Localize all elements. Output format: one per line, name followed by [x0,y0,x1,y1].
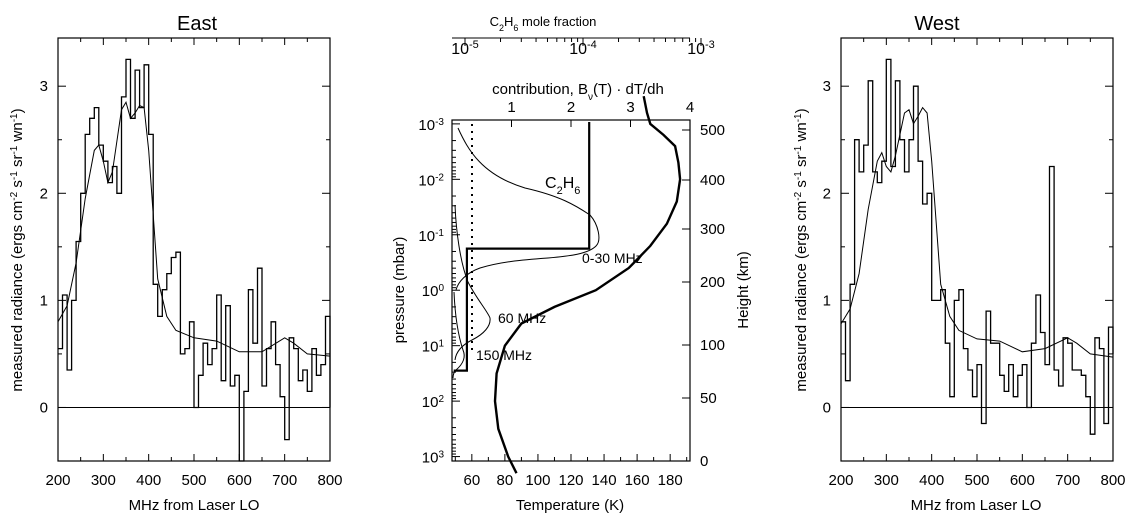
east-x-ticks: 200 300 400 500 600 700 800 [45,38,343,489]
c2h6-label: C2H6 [545,175,580,197]
mid-contrib-title: contribution, Bν(T) · dT/dh [492,81,664,103]
height-ticks: 0 50 100 200 300 400 500 [682,122,725,470]
west-panel: West MHz from Laser LO measured radiance… [793,13,1126,514]
mid-xlabel: Temperature (K) [516,497,624,514]
east-xlabel: MHz from Laser LO [129,497,260,514]
pressure-tick-label: 101 [422,338,445,356]
temperature-tick-label: 140 [592,472,617,489]
height-tick-label: 0 [700,453,708,470]
east-panel: East MHz from Laser LO measured radiance… [9,13,343,514]
mid-frame [451,119,691,462]
temperature-tick-label: 80 [497,472,514,489]
pressure-ticks: 10-3 10-2 10-1 100 101 102 103 [418,116,460,467]
pressure-tick-label: 10-2 [418,172,444,190]
west-title: West [914,13,960,35]
east-xtick-label: 700 [272,472,297,489]
middle-panel: C2H6 mole fraction 10-5 10-4 10-3 contribu… [391,14,752,514]
west-xtick-label: 600 [1010,472,1035,489]
west-ytick-label: 1 [823,292,831,309]
pressure-tick-label: 102 [422,394,445,412]
east-title: East [177,13,217,35]
contribution-0-30mhz [455,127,600,291]
east-xtick-label: 400 [136,472,161,489]
east-ytick-label: 2 [40,185,48,202]
height-tick-label: 200 [700,274,725,291]
west-xtick-label: 500 [964,472,989,489]
west-measured-step [841,58,1114,435]
west-xtick-label: 800 [1100,472,1125,489]
contribution-tick-label: 2 [567,99,575,116]
west-frame [840,37,1114,462]
west-ytick-label: 2 [823,185,831,202]
height-tick-label: 500 [700,122,725,139]
west-ylabel: measured radiance (ergs cm-2 s-1 sr-1 wn… [793,108,811,391]
east-ytick-label: 0 [40,399,48,416]
mole-fraction-tick-label: 10-3 [687,39,715,58]
temperature-tick-label: 160 [625,472,650,489]
height-tick-label: 50 [700,390,717,407]
temperature-ticks: 60 80 100 120 140 160 180 [454,454,688,489]
contribution-150mhz [452,291,465,379]
temperature-profile [493,95,682,474]
c2h6-profile [453,122,591,372]
contribution-ticks: 1 2 3 4 [507,99,694,127]
east-model-curve [57,101,331,357]
pressure-tick-label: 100 [422,283,445,301]
west-xtick-label: 300 [874,472,899,489]
height-tick-label: 400 [700,172,725,189]
west-ytick-label: 0 [823,399,831,416]
pressure-tick-label: 10-1 [418,227,444,245]
label-0-30mhz: 0-30 MHz [582,250,643,266]
height-tick-label: 100 [700,337,725,354]
label-60mhz: 60 MHz [498,310,546,326]
temperature-tick-label: 60 [463,472,480,489]
temperature-tick-label: 180 [658,472,683,489]
east-xtick-label: 800 [317,472,342,489]
west-xlabel: MHz from Laser LO [911,497,1042,514]
mid-top-title: C2H6 mole fraction [490,14,597,33]
mole-fraction-tick-label: 10-5 [451,39,479,58]
east-xtick-label: 200 [45,472,70,489]
contribution-60mhz [454,204,491,361]
pressure-tick-label: 10-3 [418,116,444,134]
east-ylabel: measured radiance (ergs cm-2 s-1 sr-1 wn… [9,108,27,391]
west-xtick-label: 400 [919,472,944,489]
temperature-tick-label: 100 [525,472,550,489]
mid-ylabel: pressure (mbar) [391,237,408,344]
east-xtick-label: 500 [181,472,206,489]
west-y-ticks: 0 1 2 3 [823,78,1113,462]
west-xtick-label: 700 [1055,472,1080,489]
pressure-tick-label: 103 [422,449,445,467]
west-ytick-label: 3 [823,78,831,95]
mole-fraction-tick-label: 10-4 [569,39,597,58]
east-ytick-label: 3 [40,78,48,95]
contribution-tick-label: 1 [507,99,515,116]
west-model-curve [840,106,1114,358]
west-x-ticks: 200 300 400 500 600 700 800 [828,38,1126,489]
mid-right-ylabel: Height (km) [735,251,752,329]
contribution-tick-label: 4 [686,99,694,116]
temperature-tick-label: 120 [558,472,583,489]
mole-fraction-ticks: 10-5 10-4 10-3 [451,38,715,58]
height-tick-label: 300 [700,221,725,238]
east-ytick-label: 1 [40,292,48,309]
label-150mhz: 150 MHz [476,347,532,363]
east-xtick-label: 600 [227,472,252,489]
contribution-tick-label: 3 [626,99,634,116]
west-xtick-label: 200 [828,472,853,489]
east-measured-step [58,58,331,462]
east-y-ticks: 0 1 2 3 [40,78,330,462]
east-xtick-label: 300 [91,472,116,489]
